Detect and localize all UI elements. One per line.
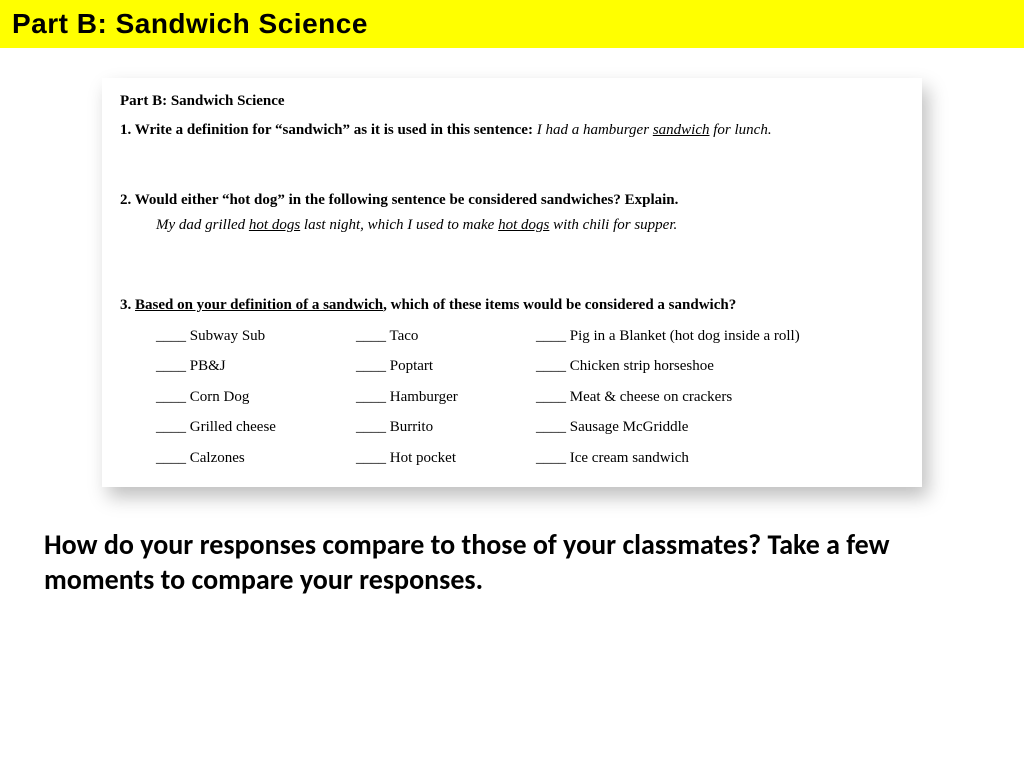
q3-suffix: , which of these items would be consider…: [383, 297, 736, 313]
q3-num: 3.: [120, 297, 135, 313]
q3-item: Taco: [356, 325, 536, 348]
q3-item: Ice cream sandwich: [536, 447, 916, 470]
q1-prompt: 1. Write a definition for “sandwich” as …: [120, 122, 537, 138]
q3-item: Burrito: [356, 416, 536, 439]
q3-item: Subway Sub: [156, 325, 356, 348]
title-banner: Part B: Sandwich Science: [0, 0, 1024, 48]
q3-item: Sausage McGriddle: [536, 416, 916, 439]
worksheet-panel: Part B: Sandwich Science 1. Write a defi…: [102, 78, 922, 487]
q3-item: Hamburger: [356, 386, 536, 409]
q2-prompt: 2. Would either “hot dog” in the followi…: [120, 189, 904, 212]
question-2: 2. Would either “hot dog” in the followi…: [120, 189, 904, 236]
q3-item: Grilled cheese: [156, 416, 356, 439]
question-1: 1. Write a definition for “sandwich” as …: [120, 119, 904, 142]
q2-sentence: My dad grilled hot dogs last night, whic…: [156, 214, 904, 237]
q2-part-c: last night, which I used to make: [300, 217, 498, 233]
q3-item: Hot pocket: [356, 447, 536, 470]
q1-italic-underlined: sandwich: [653, 122, 710, 138]
q1-italic-prefix: I had a hamburger: [537, 122, 653, 138]
q3-item: Poptart: [356, 355, 536, 378]
question-3: 3. Based on your definition of a sandwic…: [120, 294, 904, 469]
q3-item: Pig in a Blanket (hot dog inside a roll): [536, 325, 916, 348]
q3-underlined: Based on your definition of a sandwich: [135, 297, 383, 313]
footer-question: How do your responses compare to those o…: [44, 527, 980, 597]
q3-item: Chicken strip horseshoe: [536, 355, 916, 378]
q3-item: Meat & cheese on crackers: [536, 386, 916, 409]
q3-item: PB&J: [156, 355, 356, 378]
worksheet-heading: Part B: Sandwich Science: [120, 90, 904, 113]
q2-part-a: My dad grilled: [156, 217, 249, 233]
q2-part-e: with chili for supper.: [549, 217, 677, 233]
q3-grid: Subway Sub Taco Pig in a Blanket (hot do…: [156, 325, 904, 470]
q3-item: Corn Dog: [156, 386, 356, 409]
q3-item: Calzones: [156, 447, 356, 470]
q2-part-b: hot dogs: [249, 217, 300, 233]
q3-prompt: 3. Based on your definition of a sandwic…: [120, 294, 904, 317]
q2-part-d: hot dogs: [498, 217, 549, 233]
q1-italic-suffix: for lunch.: [709, 122, 771, 138]
banner-title: Part B: Sandwich Science: [12, 8, 1012, 40]
